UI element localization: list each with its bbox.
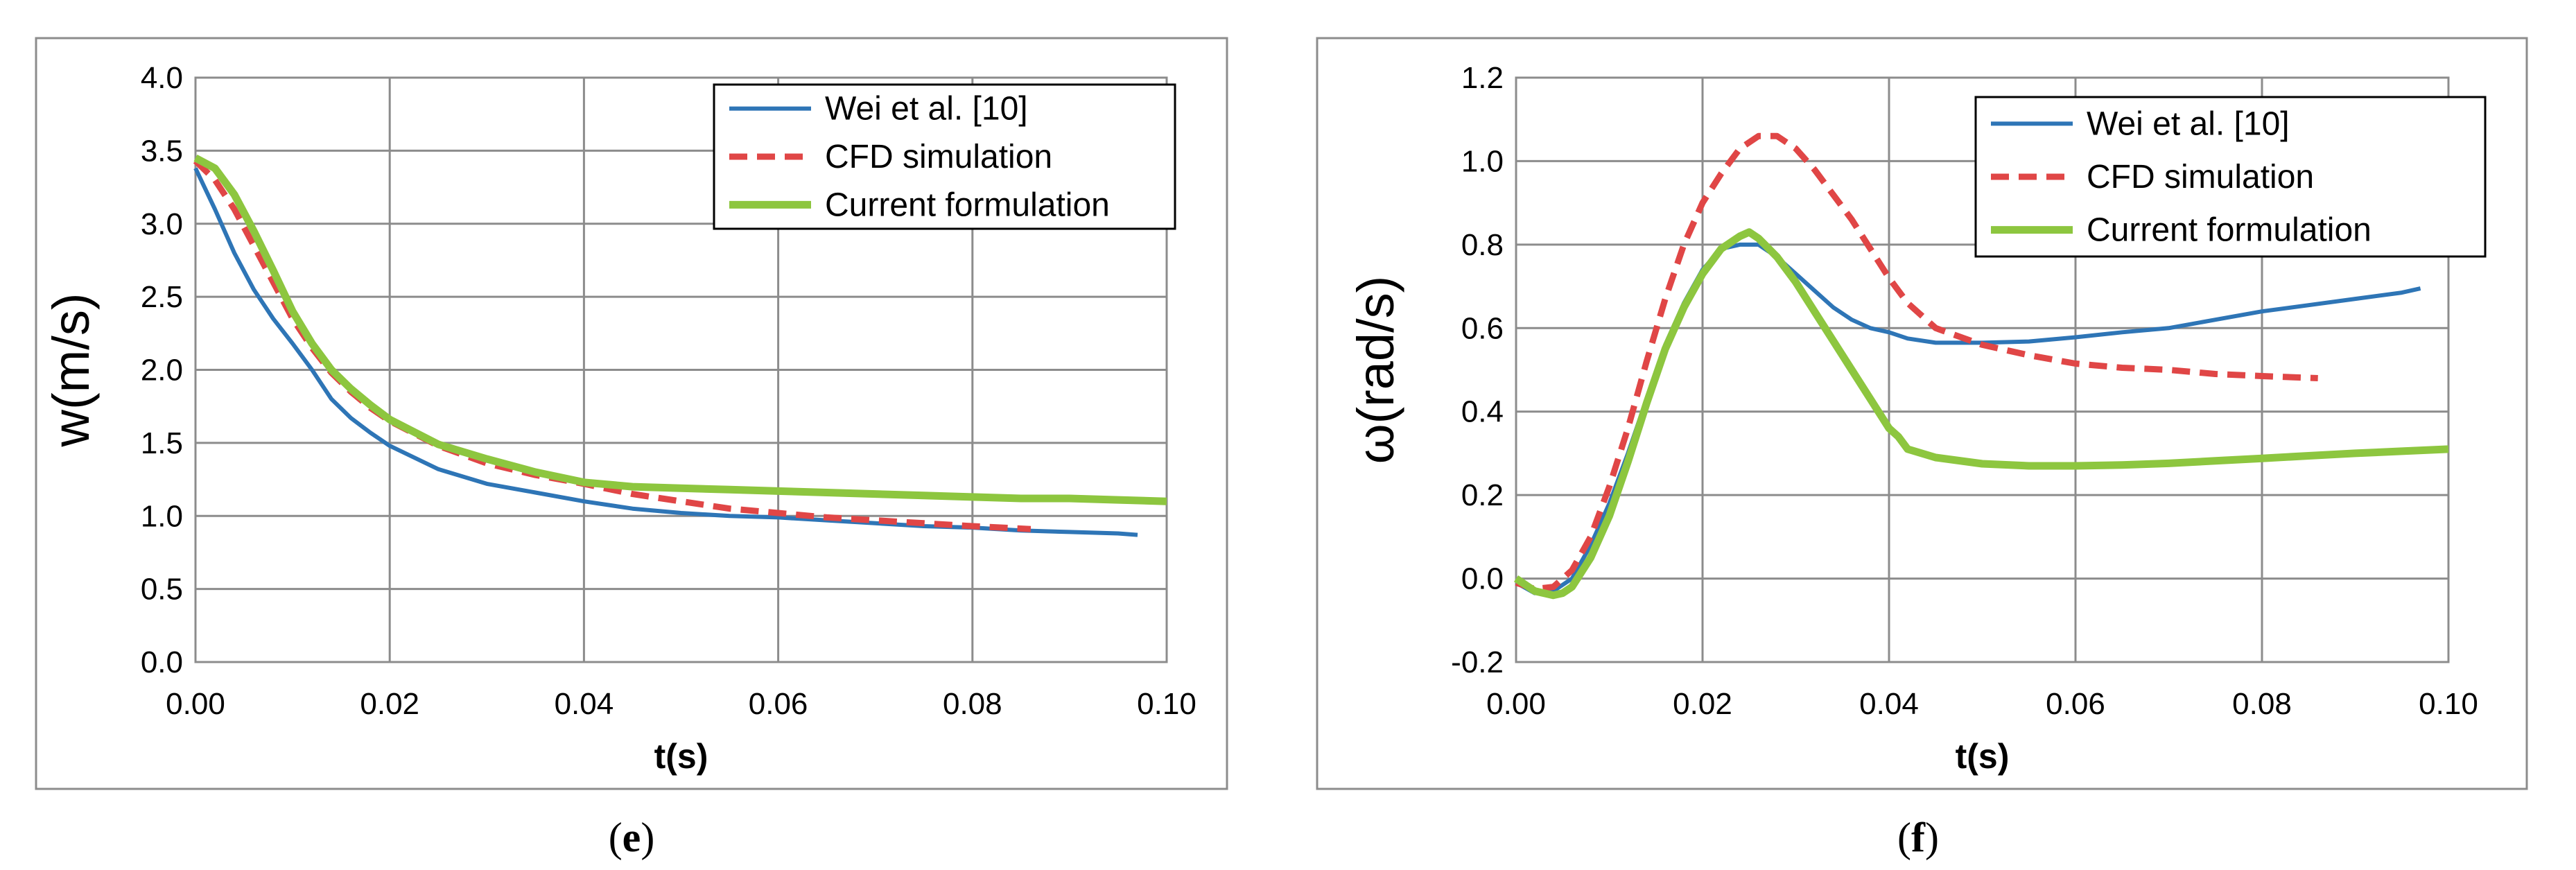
x-axis-label: t(s): [654, 737, 708, 776]
x-tick-label: 0.10: [1137, 687, 1196, 721]
series-line-cfd-simulation: [1515, 132, 2318, 593]
x-tick-label: 0.00: [166, 687, 225, 721]
y-tick-label: 2.0: [141, 354, 183, 388]
caption-paren: ): [1925, 815, 1939, 860]
plot-area: [1515, 76, 2450, 663]
y-tick-label: 0.6: [1461, 311, 1504, 345]
y-tick-label: 0.4: [1461, 395, 1504, 429]
legend-label: Wei et al. [10]: [825, 91, 1028, 128]
caption-letter: f: [1911, 815, 1926, 860]
x-tick-label: 0.04: [555, 687, 614, 721]
x-tick-label: 0.02: [1673, 687, 1732, 721]
legend-label: Wei et al. [10]: [2087, 105, 2290, 142]
x-tick-label: 0.02: [360, 687, 419, 721]
y-tick-label: 2.5: [141, 280, 183, 314]
caption-paren: (: [1897, 815, 1911, 860]
y-tick-label: 1.2: [1461, 61, 1504, 95]
y-tick-label: 3.0: [141, 207, 183, 241]
y-tick-label: 1.0: [1461, 144, 1504, 178]
series-line-current-formulation: [1513, 228, 2449, 600]
y-tick-label: 1.5: [141, 426, 183, 460]
y-axis-label: w(m/s): [42, 293, 100, 448]
y-tick-label: 1.0: [141, 499, 183, 533]
caption-letter: e: [623, 815, 641, 860]
y-tick-label: 0.8: [1461, 228, 1504, 262]
x-tick-label: 0.06: [749, 687, 808, 721]
y-tick-label: -0.2: [1451, 645, 1504, 679]
y-tick-label: 0.2: [1461, 478, 1504, 512]
panel-caption: (f): [1897, 815, 1939, 860]
caption-paren: ): [641, 815, 654, 860]
x-tick-label: 0.00: [1486, 687, 1546, 721]
series-line-cfd-simulation: [193, 158, 1032, 532]
legend-label: Current formulation: [2087, 212, 2372, 249]
x-tick-label: 0.08: [2232, 687, 2292, 721]
y-axis-label: ω(rad/s): [1347, 276, 1404, 464]
y-tick-label: 4.0: [141, 61, 183, 95]
x-tick-label: 0.10: [2419, 687, 2478, 721]
x-tick-label: 0.06: [2046, 687, 2105, 721]
legend-label: CFD simulation: [2087, 159, 2314, 195]
y-tick-label: 0.0: [1461, 562, 1504, 596]
x-tick-label: 0.04: [1859, 687, 1919, 721]
legend-label: CFD simulation: [825, 139, 1052, 175]
caption-paren: (: [609, 815, 623, 860]
y-tick-label: 0.5: [141, 573, 183, 607]
chart-f: -0.2 0.0 0.2 0.4 0.6 0.8 1.0 1.2 0.00 0.02 0.04 0.0…: [1316, 37, 2528, 860]
series-line-current-formulation: [193, 155, 1167, 505]
x-tick-label: 0.08: [943, 687, 1002, 721]
chart-e: 0.0 0.5 1.0 1.5 2.0 2.5 3.0 3.5 4.0 0.00 0.02 0.04 0…: [35, 37, 1228, 860]
panel-caption: (e): [609, 815, 655, 860]
x-axis-label: t(s): [1956, 737, 2010, 776]
series-line-wei-et-al-10: [193, 167, 1138, 537]
plot-area: [194, 76, 1168, 663]
y-tick-label: 3.5: [141, 134, 183, 168]
legend-label: Current formulation: [825, 186, 1110, 223]
y-tick-label: 0.0: [141, 645, 183, 679]
